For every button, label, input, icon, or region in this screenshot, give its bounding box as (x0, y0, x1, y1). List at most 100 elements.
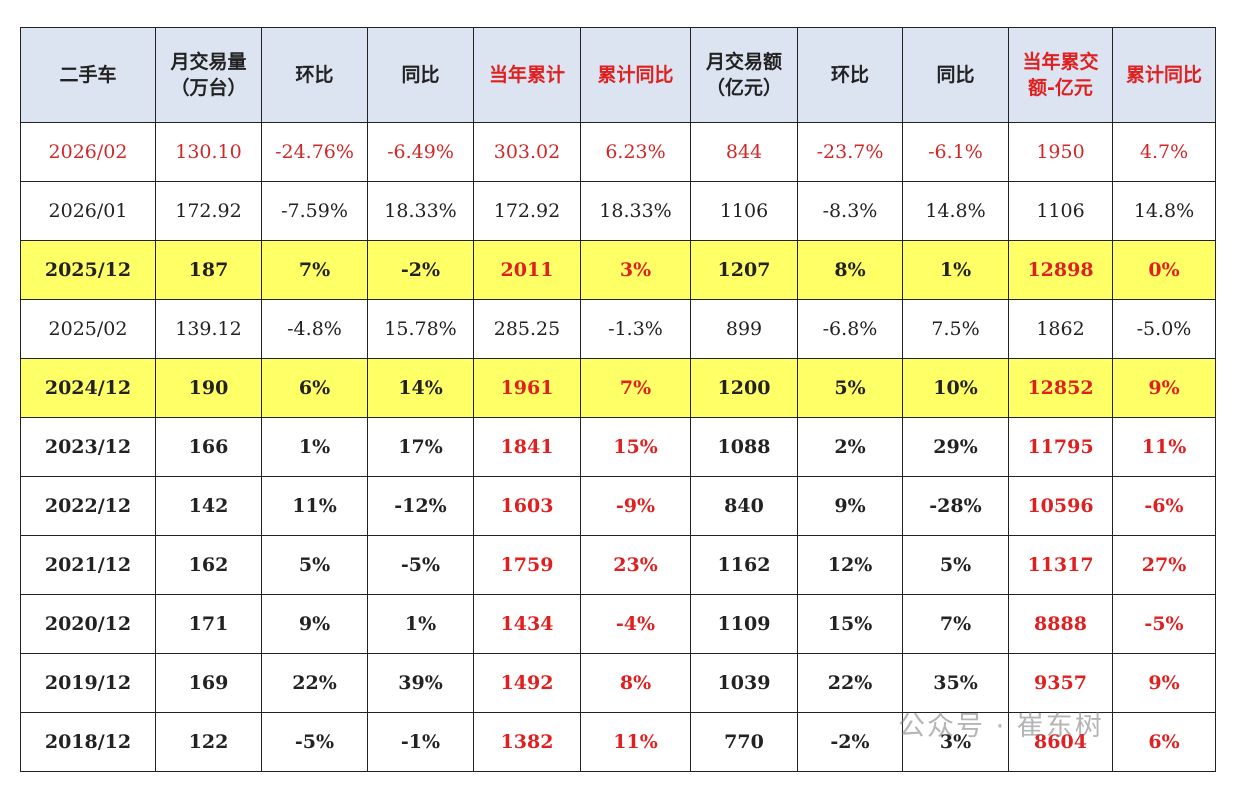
table-cell: 172.92 (473, 181, 581, 241)
table-cell: 172.92 (155, 181, 262, 241)
table-cell: -6.1% (902, 122, 1009, 182)
table-cell: 1207 (690, 240, 798, 300)
table-cell: 1% (261, 417, 368, 477)
table-cell: -23.7% (797, 122, 903, 182)
table-cell: -9% (580, 476, 691, 536)
table-cell: 1106 (1008, 181, 1113, 241)
table-cell: -5% (1112, 594, 1216, 654)
table-cell: 1950 (1008, 122, 1113, 182)
header-text: 累计同比 (1125, 64, 1202, 86)
table-cell: 1106 (690, 181, 798, 241)
table-cell: -6% (1112, 476, 1216, 536)
table-cell: 2026/02 (20, 122, 156, 182)
table-cell: -4% (580, 594, 691, 654)
header-cell: 当年累交额-亿元 (1008, 27, 1113, 123)
table-cell: 2026/01 (20, 181, 156, 241)
table-cell: 142 (155, 476, 262, 536)
table-cell: 15% (580, 417, 691, 477)
table-cell: 840 (690, 476, 798, 536)
table-cell: 1200 (690, 358, 798, 418)
header-text: 环比 (830, 64, 869, 86)
table-cell: 2025/12 (20, 240, 156, 300)
table-cell: 8% (797, 240, 903, 300)
table-cell: 18.33% (367, 181, 474, 241)
table-cell: 130.10 (155, 122, 262, 182)
table-row: 2022/12 142 11% -12% 1603 -9% 840 9% -28% 10596 -6… (20, 476, 1216, 536)
table-cell: 1492 (473, 653, 581, 713)
table-cell: 9% (797, 476, 903, 536)
table-row: 2020/12 171 9% 1% 1434 -4% 1109 15% 7% 8888 -5% (20, 594, 1216, 654)
table-cell: 1% (902, 240, 1009, 300)
table-cell: 27% (1112, 535, 1216, 595)
table-cell: 190 (155, 358, 262, 418)
table-row: 2019/12 169 22% 39% 1492 8% 1039 22% 35% 9357 9% (20, 653, 1216, 713)
table-cell: -5% (261, 712, 368, 772)
table-cell: 29% (902, 417, 1009, 477)
header-cell: 月交易额 （亿元） (690, 27, 798, 123)
table-cell: 14.8% (902, 181, 1009, 241)
table-cell: 11% (261, 476, 368, 536)
table-cell: 3% (580, 240, 691, 300)
table-cell: -24.76% (261, 122, 368, 182)
header-text: 月交易额 (705, 51, 782, 73)
table-cell: 2011 (473, 240, 581, 300)
header-text: （万台） (170, 77, 247, 99)
table-cell: 1088 (690, 417, 798, 477)
table-cell: 5% (902, 535, 1009, 595)
table-cell: -1.3% (580, 299, 691, 359)
header-cell: 同比 (902, 27, 1009, 123)
table-cell: 9% (261, 594, 368, 654)
table-cell: -2% (367, 240, 474, 300)
table-cell: -6.8% (797, 299, 903, 359)
table-cell: -6.49% (367, 122, 474, 182)
table-cell: 8888 (1008, 594, 1113, 654)
table-cell: 35% (902, 653, 1009, 713)
table-cell: 899 (690, 299, 798, 359)
table-cell: 6% (261, 358, 368, 418)
table-row: 2025/12 187 7% -2% 2011 3% 1207 8% 1% 12898 0% (20, 240, 1216, 300)
table-cell: 1841 (473, 417, 581, 477)
table-cell: 5% (261, 535, 368, 595)
table-cell: 11795 (1008, 417, 1113, 477)
header-text: 当年累交 (1022, 51, 1099, 73)
table-cell: 8604 (1008, 712, 1113, 772)
table-cell: 2022/12 (20, 476, 156, 536)
table-cell: 6% (1112, 712, 1216, 772)
table-cell: 187 (155, 240, 262, 300)
table-cell: -2% (797, 712, 903, 772)
table-row: 2021/12 162 5% -5% 1759 23% 1162 12% 5% 11317 27% (20, 535, 1216, 595)
table-cell: 12852 (1008, 358, 1113, 418)
watermark: 公众号 · 崔东树 (898, 711, 1104, 742)
table-cell: 1109 (690, 594, 798, 654)
table-cell: 2019/12 (20, 653, 156, 713)
table-cell: 139.12 (155, 299, 262, 359)
table-cell: 18.33% (580, 181, 691, 241)
table-cell: 14% (367, 358, 474, 418)
table-cell: 285.25 (473, 299, 581, 359)
table-cell: 1759 (473, 535, 581, 595)
header-text: 二手车 (59, 64, 117, 86)
table-cell: 8% (580, 653, 691, 713)
table-cell: 166 (155, 417, 262, 477)
header-cell: 月交易量 （万台） (155, 27, 262, 123)
table-cell: 1862 (1008, 299, 1113, 359)
header-text: 同比 (401, 64, 440, 86)
header-text: 额-亿元 (1028, 77, 1093, 99)
table-cell: 17% (367, 417, 474, 477)
table-body: 2026/02 130.10 -24.76% -6.49% 303.02 6.23% 844… (20, 122, 1216, 772)
header-cell: 环比 (797, 27, 903, 123)
table-cell: 162 (155, 535, 262, 595)
table-cell: 23% (580, 535, 691, 595)
header-text: 同比 (936, 64, 975, 86)
table-cell: 11317 (1008, 535, 1113, 595)
table-cell: 7.5% (902, 299, 1009, 359)
table-cell: 2023/12 (20, 417, 156, 477)
table-cell: 303.02 (473, 122, 581, 182)
table-cell: 1039 (690, 653, 798, 713)
table-cell: 10596 (1008, 476, 1113, 536)
header-cell: 同比 (367, 27, 474, 123)
table-cell: 22% (261, 653, 368, 713)
table-cell: 2020/12 (20, 594, 156, 654)
table-cell: 9% (1112, 358, 1216, 418)
table-cell: 844 (690, 122, 798, 182)
